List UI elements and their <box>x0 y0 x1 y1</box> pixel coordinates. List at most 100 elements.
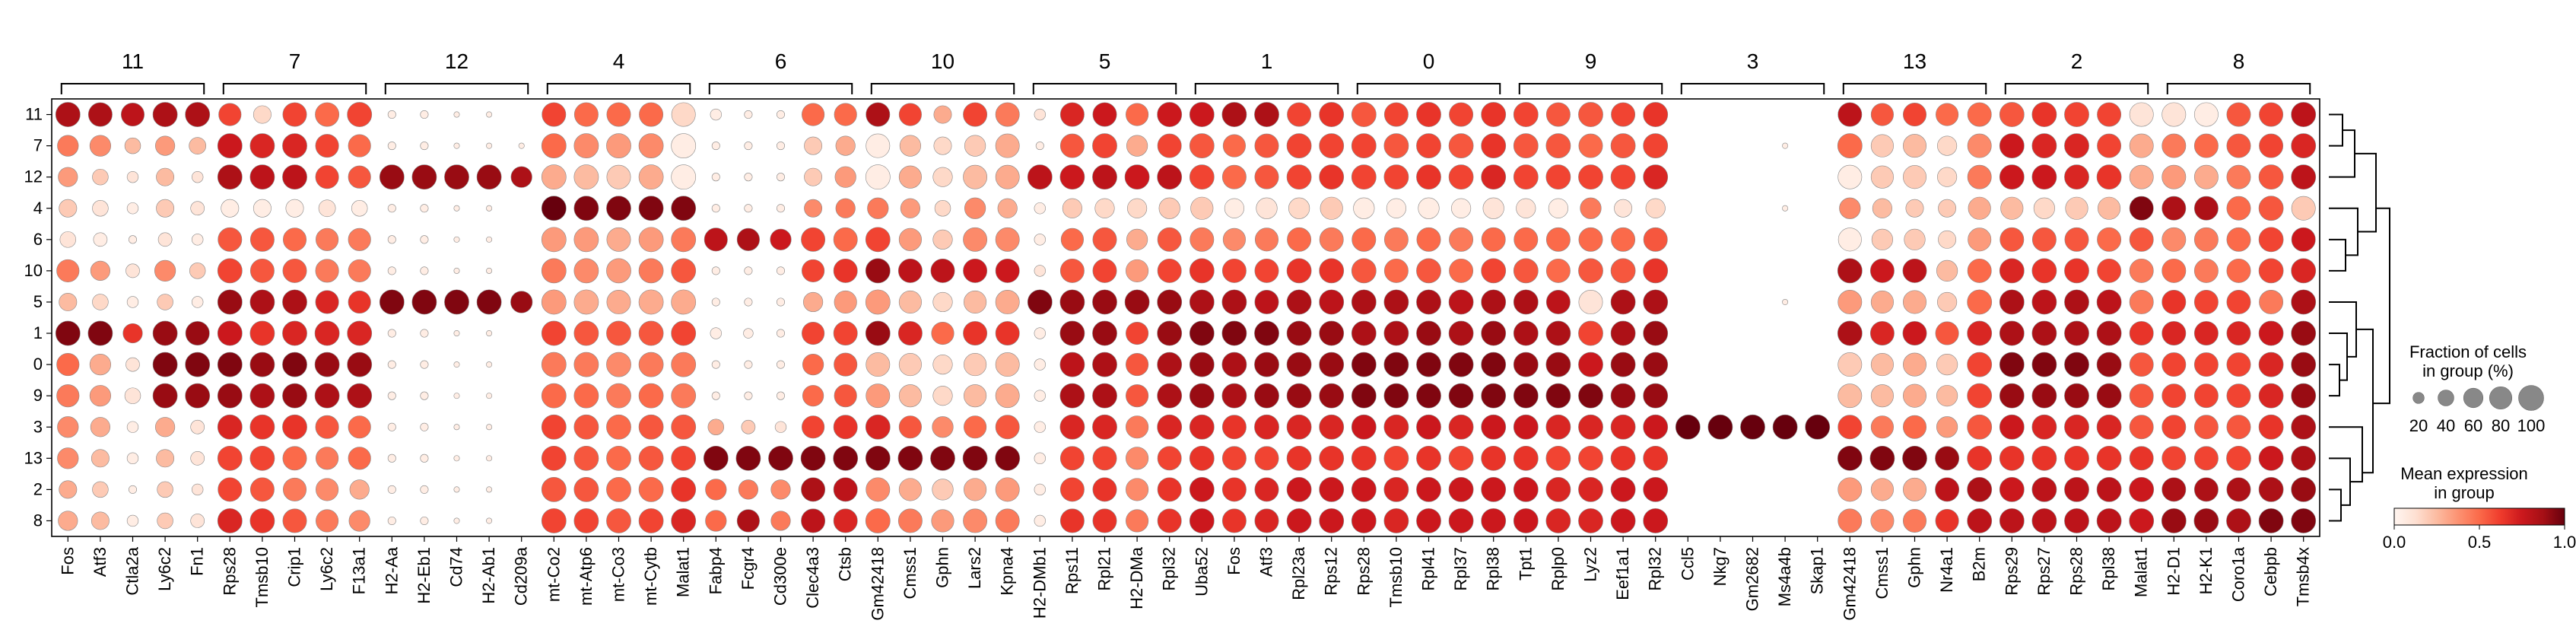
dot <box>1034 514 1046 527</box>
dot <box>606 508 631 533</box>
dot <box>1286 320 1312 346</box>
dot <box>1416 477 1441 502</box>
dot <box>541 289 567 315</box>
group-label: 3 <box>1747 49 1759 73</box>
dot <box>2064 508 2089 533</box>
dot <box>1190 196 1214 220</box>
col-label: Lars2 <box>965 547 984 589</box>
dot <box>2193 383 2219 409</box>
dot <box>897 258 923 283</box>
dot <box>2129 477 2155 502</box>
dot <box>1092 164 1117 190</box>
colorbar-label: 1.0 <box>2553 533 2576 552</box>
dot <box>1383 289 1409 315</box>
dot <box>1837 320 1863 346</box>
dot <box>125 263 140 278</box>
size-legend-dot <box>2463 387 2484 409</box>
dendrogram-branch <box>2329 332 2348 381</box>
dot <box>1838 383 1863 409</box>
dot <box>2291 383 2317 409</box>
dot <box>1937 167 1958 187</box>
dot <box>2258 164 2284 190</box>
dot <box>1189 164 1215 190</box>
col-label: Atf3 <box>1257 547 1276 577</box>
dot <box>1545 445 1571 471</box>
dot <box>249 133 275 158</box>
dot <box>1481 414 1507 440</box>
dot <box>189 137 207 154</box>
dot <box>2259 290 2284 314</box>
dot <box>606 383 631 409</box>
dot <box>1254 508 1279 533</box>
dot <box>710 108 722 121</box>
dot <box>1967 258 1992 283</box>
dot <box>1416 445 1441 471</box>
dot <box>2161 227 2187 252</box>
dot <box>420 266 429 275</box>
dot <box>2258 383 2284 409</box>
dot <box>2097 133 2122 158</box>
dot <box>217 445 243 471</box>
dot <box>963 227 988 252</box>
dot <box>1578 508 1603 533</box>
dot <box>541 383 567 409</box>
dot <box>1513 445 1539 471</box>
dot <box>1416 352 1441 377</box>
dot <box>638 227 664 253</box>
dot <box>1902 508 1927 533</box>
dot <box>1675 414 1701 440</box>
dot <box>1513 352 1539 377</box>
dot <box>1416 227 1441 252</box>
dot <box>1772 414 1798 440</box>
dot <box>1319 102 1345 127</box>
dot <box>348 290 371 314</box>
dot <box>2193 133 2219 158</box>
dot <box>1254 228 1279 252</box>
dot <box>2096 445 2122 471</box>
col-label: Gphn <box>933 547 952 588</box>
dot <box>1092 289 1117 315</box>
dot <box>2129 164 2154 189</box>
col-label: Crip1 <box>285 547 304 587</box>
dot <box>2129 383 2154 409</box>
dot <box>59 231 77 248</box>
group-label: 4 <box>613 49 625 73</box>
col-label: Malat1 <box>674 547 693 597</box>
dot <box>1902 352 1927 377</box>
dendrogram-branch <box>2329 488 2342 522</box>
dot <box>1513 133 1539 158</box>
dot <box>57 135 79 157</box>
dot <box>671 227 697 253</box>
dot <box>671 414 697 440</box>
dot <box>348 447 371 470</box>
dot <box>1838 290 1863 314</box>
dot <box>770 228 792 250</box>
dot <box>1869 445 1895 471</box>
dot <box>1287 102 1312 127</box>
dot <box>1451 198 1472 218</box>
dot <box>1416 508 1441 533</box>
dot <box>1938 230 1957 249</box>
dot <box>1482 197 1504 219</box>
dot <box>1448 320 1474 346</box>
dot <box>1782 298 1789 305</box>
dot <box>711 298 720 307</box>
dot <box>122 323 143 344</box>
dot <box>349 479 370 500</box>
dot <box>1286 383 1312 409</box>
dot <box>2193 290 2219 314</box>
size-legend-title: Fraction of cells <box>2409 342 2527 361</box>
dot <box>2258 477 2284 502</box>
dot <box>606 445 631 471</box>
dot <box>2096 289 2122 315</box>
dot <box>933 136 952 155</box>
dot <box>2161 321 2187 345</box>
dot <box>1157 446 1182 471</box>
dot <box>56 259 80 282</box>
dendrogram-branch <box>2329 426 2363 483</box>
dot <box>2226 290 2251 314</box>
dot <box>315 415 339 439</box>
dot <box>1871 228 1894 250</box>
col-label: Ctsb <box>836 547 855 581</box>
